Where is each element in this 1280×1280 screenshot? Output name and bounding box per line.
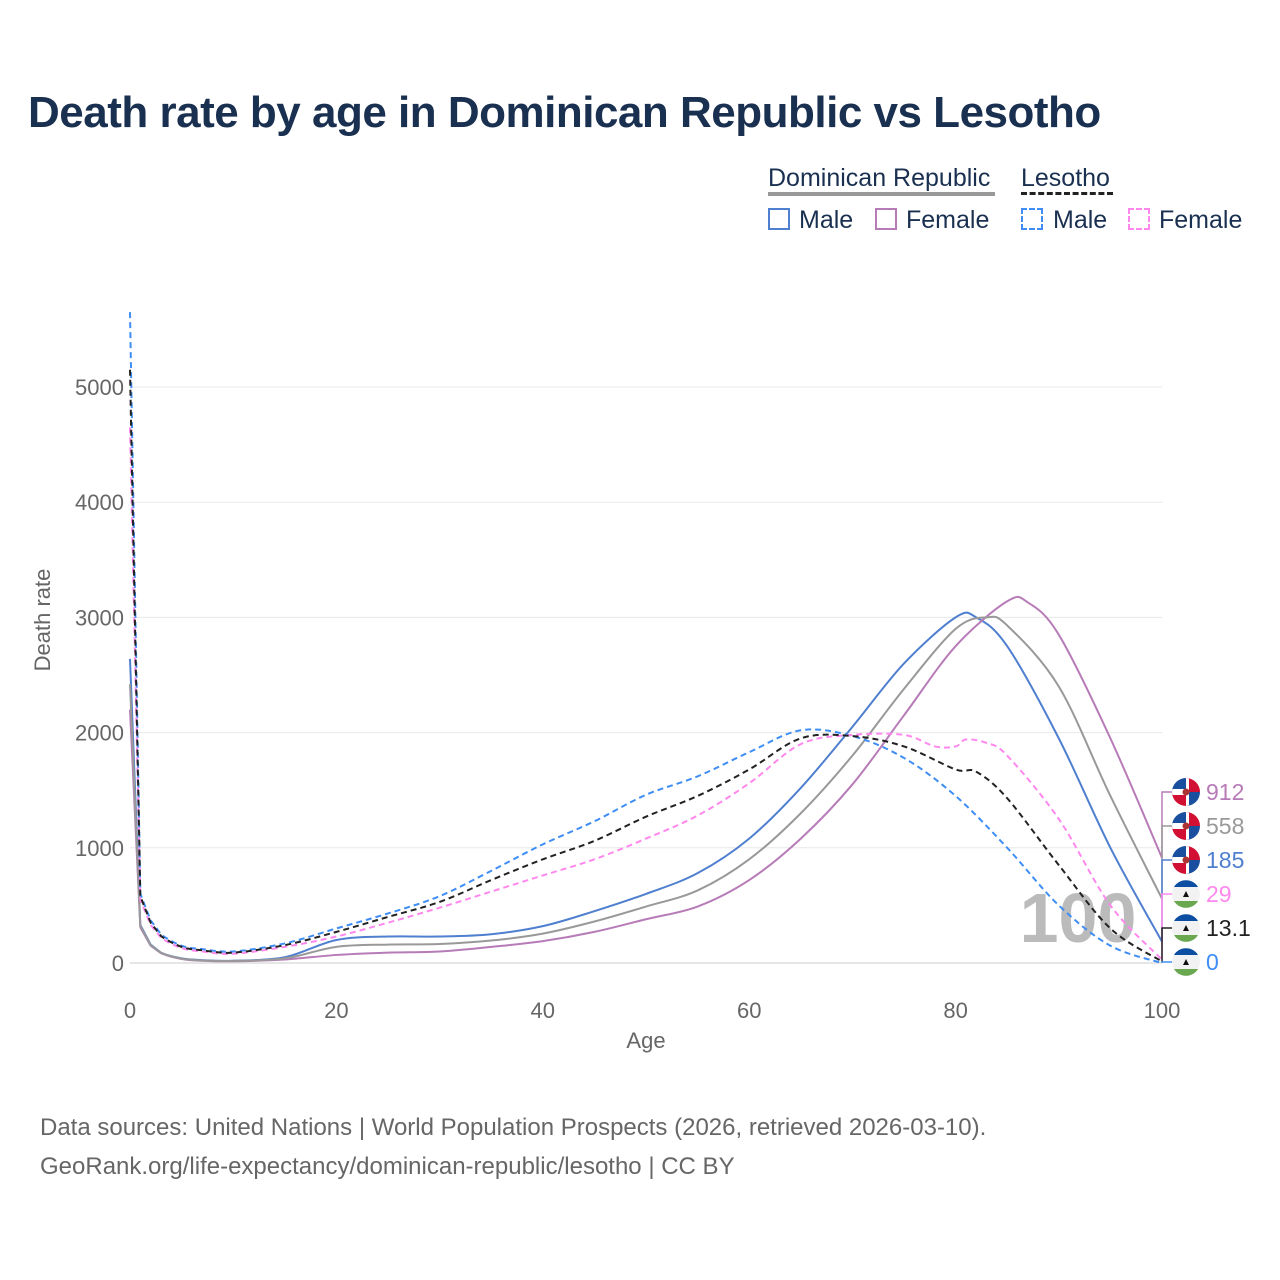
legend-swatch-ls-female	[1128, 208, 1150, 230]
legend-country-dr: Dominican Republic	[768, 164, 991, 192]
flag-emblem	[1182, 822, 1190, 830]
x-tick-label: 80	[943, 998, 967, 1023]
end-label-connector	[1161, 859, 1172, 942]
x-tick-label: 40	[531, 998, 555, 1023]
flag-hat	[1183, 959, 1189, 965]
x-axis-label: Age	[626, 1028, 665, 1053]
flag-hat	[1183, 891, 1189, 897]
legend-swatch-dr-female	[875, 208, 897, 230]
flag-part	[1172, 792, 1186, 806]
end-label-connector	[1161, 927, 1172, 962]
flag-part	[1186, 860, 1200, 874]
flag-part	[1172, 860, 1186, 874]
flag-part	[1174, 935, 1198, 942]
x-tick-label: 20	[324, 998, 348, 1023]
flag-hat	[1183, 925, 1189, 931]
flag-part	[1174, 880, 1198, 887]
y-tick-label: 1000	[75, 836, 124, 861]
end-value-label: 185	[1206, 847, 1244, 873]
legend-dr-line	[768, 192, 995, 196]
x-tick-label: 0	[124, 998, 136, 1023]
series-line-lesotho-total	[129, 369, 1163, 963]
flag-part	[1186, 826, 1200, 840]
end-value-label: 558	[1206, 813, 1244, 839]
end-label-connector	[1161, 825, 1172, 899]
flag-emblem	[1182, 856, 1190, 864]
end-label-connector	[1161, 791, 1172, 858]
end-label-connector	[1161, 893, 1172, 960]
flag-part	[1174, 914, 1198, 921]
y-axis-label: Death rate	[30, 569, 55, 672]
series-line-lesotho-male	[129, 312, 1163, 964]
flag-emblem	[1182, 788, 1190, 796]
legend-label-ls-male: Male	[1053, 206, 1108, 234]
y-tick-label: 5000	[75, 375, 124, 400]
series-line-dominican-republic-total	[129, 615, 1163, 963]
end-value-label: 0	[1206, 949, 1219, 975]
legend-lesotho-line	[1021, 192, 1113, 195]
legend-label-dr-male: Male	[799, 206, 854, 234]
flag-part	[1172, 826, 1186, 840]
end-value-label: 912	[1206, 779, 1244, 805]
y-tick-label: 4000	[75, 490, 124, 515]
watermark-year: 100	[1020, 879, 1137, 957]
legend-swatch-dr-male	[768, 208, 790, 230]
flag-part	[1174, 969, 1198, 976]
flag-part	[1174, 948, 1198, 955]
y-tick-label: 0	[112, 951, 124, 976]
end-value-label: 13.1	[1206, 915, 1251, 941]
y-tick-label: 2000	[75, 721, 124, 746]
flag-part	[1172, 846, 1186, 860]
x-tick-label: 100	[1144, 998, 1181, 1023]
footer-sources: Data sources: United Nations | World Pop…	[40, 1114, 987, 1141]
flag-part	[1186, 812, 1200, 826]
footer: Data sources: United Nations | World Pop…	[40, 1108, 986, 1186]
series-line-dominican-republic-male	[129, 611, 1163, 962]
end-value-label: 29	[1206, 881, 1232, 907]
flag-part	[1186, 846, 1200, 860]
flag-part	[1172, 812, 1186, 826]
flag-part	[1172, 778, 1186, 792]
legend-label-dr-female: Female	[906, 206, 990, 234]
footer-url: GeoRank.org/life-expectancy/dominican-re…	[40, 1153, 735, 1180]
legend-label-ls-female: Female	[1159, 206, 1243, 234]
y-tick-label: 3000	[75, 605, 124, 630]
flag-part	[1186, 778, 1200, 792]
flag-part	[1186, 792, 1200, 806]
chart-title: Death rate by age in Dominican Republic …	[28, 88, 1101, 137]
series-line-lesotho-female	[129, 427, 1163, 961]
legend-country-lesotho: Lesotho	[1021, 164, 1110, 192]
flag-part	[1174, 901, 1198, 908]
legend-swatch-ls-male	[1021, 208, 1043, 230]
end-label-connector	[1161, 961, 1172, 963]
x-tick-label: 60	[737, 998, 761, 1023]
